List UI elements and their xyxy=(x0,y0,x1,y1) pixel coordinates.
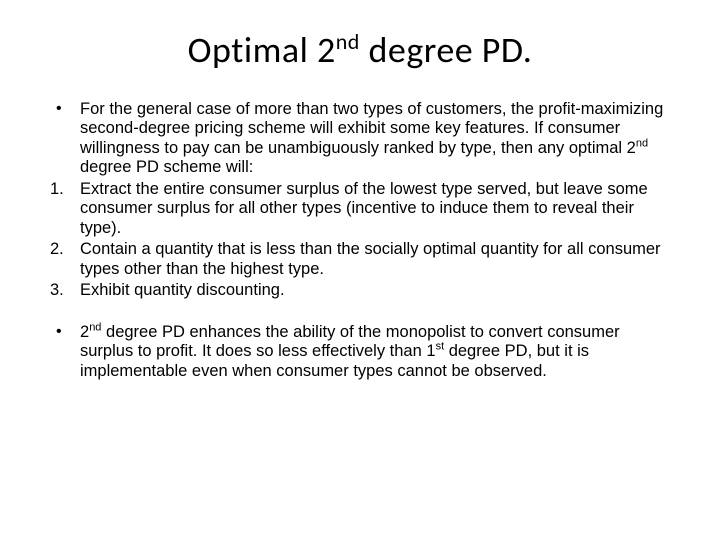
bullet-list-1: For the general case of more than two ty… xyxy=(50,100,670,301)
bullet-list-2: 2nd degree PD enhances the ability of th… xyxy=(50,323,670,381)
title-pre: Optimal 2 xyxy=(188,28,336,72)
list-item-marker: 2. xyxy=(50,240,74,259)
ordinal-sup: nd xyxy=(89,321,101,333)
list-item-numbered: 1. Extract the entire consumer surplus of… xyxy=(50,180,670,238)
title-post: degree PD. xyxy=(360,28,532,72)
ordinal-sup: st xyxy=(436,341,445,353)
list-item-bullet: For the general case of more than two ty… xyxy=(50,100,670,178)
list-item-marker: 3. xyxy=(50,281,74,300)
list-item-numbered: 3. Exhibit quantity discounting. xyxy=(50,281,670,300)
slide-title: Optimal 2nd degree PD. xyxy=(50,28,670,72)
list-item-bullet: 2nd degree PD enhances the ability of th… xyxy=(50,323,670,381)
slide: Optimal 2nd degree PD. For the general c… xyxy=(0,0,720,540)
slide-body: For the general case of more than two ty… xyxy=(50,100,670,381)
list-item-text: 2nd degree PD enhances the ability of th… xyxy=(80,323,620,380)
list-item-text: Contain a quantity that is less than the… xyxy=(80,240,661,277)
ordinal-sup: nd xyxy=(636,137,648,149)
title-sup: nd xyxy=(336,28,360,55)
list-item-text: Extract the entire consumer surplus of t… xyxy=(80,180,648,237)
list-item-text: For the general case of more than two ty… xyxy=(80,100,663,176)
list-item-numbered: 2. Contain a quantity that is less than t… xyxy=(50,240,670,279)
list-item-text: Exhibit quantity discounting. xyxy=(80,281,285,299)
list-item-marker: 1. xyxy=(50,180,74,199)
